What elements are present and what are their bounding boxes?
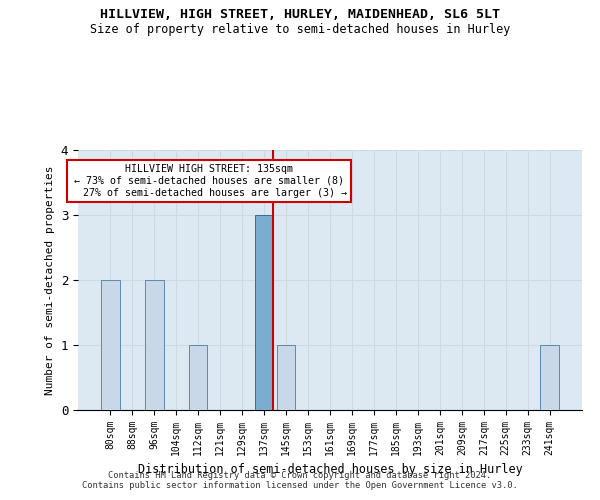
Bar bbox=[101, 280, 119, 410]
Y-axis label: Number of semi-detached properties: Number of semi-detached properties bbox=[45, 165, 55, 395]
Text: HILLVIEW, HIGH STREET, HURLEY, MAIDENHEAD, SL6 5LT: HILLVIEW, HIGH STREET, HURLEY, MAIDENHEA… bbox=[100, 8, 500, 20]
Bar bbox=[145, 280, 164, 410]
Bar bbox=[541, 345, 559, 410]
Bar bbox=[189, 345, 208, 410]
X-axis label: Distribution of semi-detached houses by size in Hurley: Distribution of semi-detached houses by … bbox=[137, 464, 523, 476]
Bar bbox=[277, 345, 295, 410]
Text: Size of property relative to semi-detached houses in Hurley: Size of property relative to semi-detach… bbox=[90, 22, 510, 36]
Text: HILLVIEW HIGH STREET: 135sqm  
← 73% of semi-detached houses are smaller (8)
  2: HILLVIEW HIGH STREET: 135sqm ← 73% of se… bbox=[71, 164, 347, 198]
Bar bbox=[255, 215, 274, 410]
Text: Contains HM Land Registry data © Crown copyright and database right 2024.
Contai: Contains HM Land Registry data © Crown c… bbox=[82, 470, 518, 490]
